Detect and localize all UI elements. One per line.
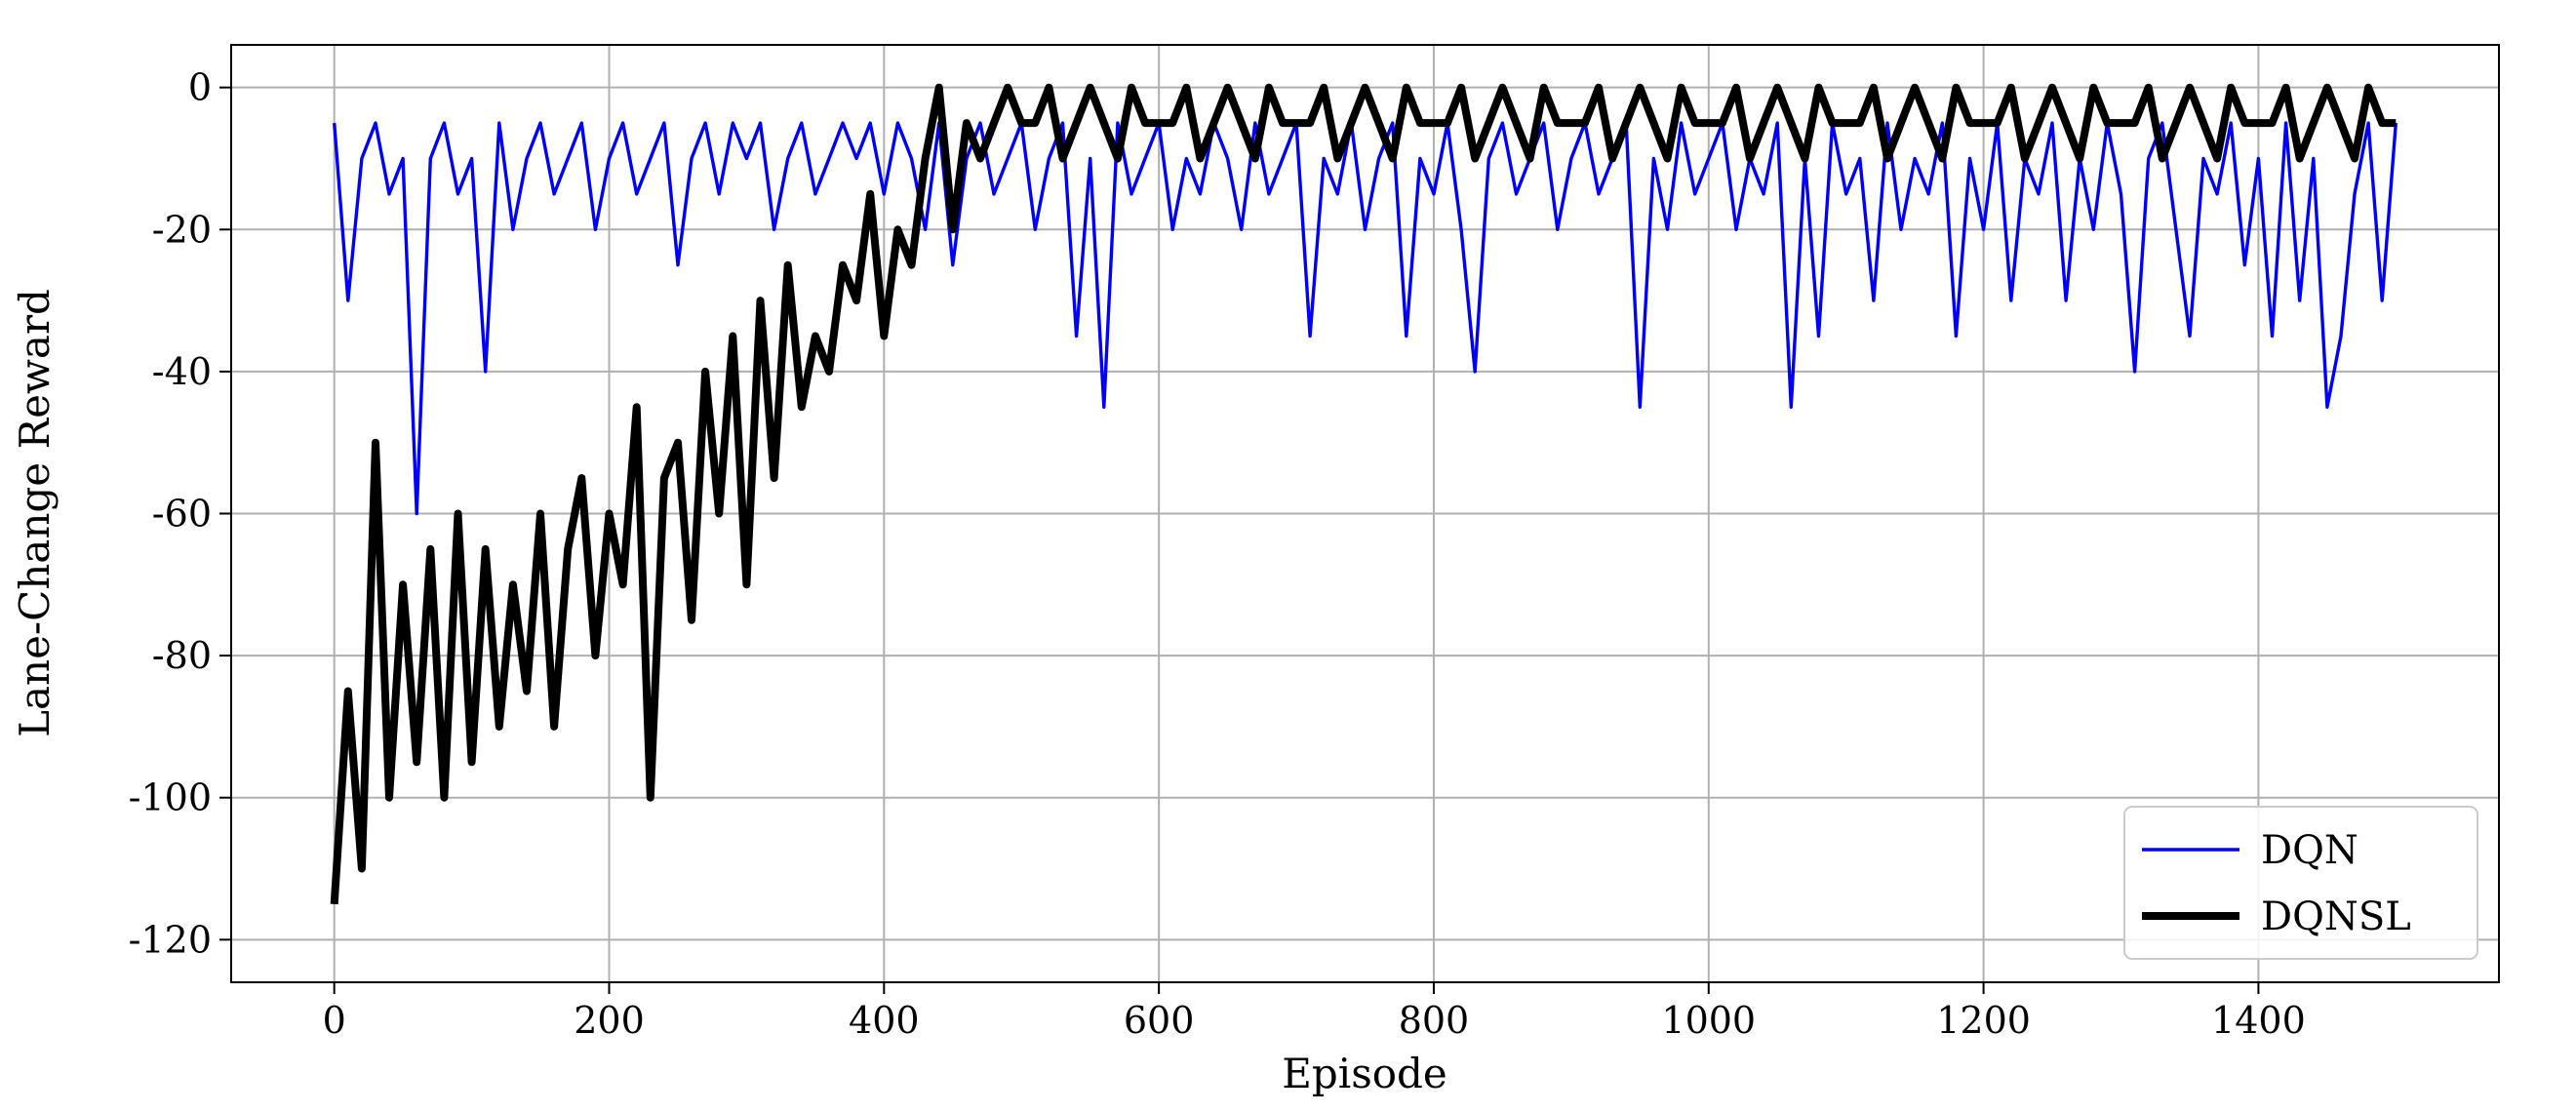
y-tick-label: -20 — [152, 208, 212, 251]
x-tick-label: 1400 — [2211, 999, 2306, 1042]
x-tick-label: 200 — [574, 999, 645, 1042]
y-tick-label: -60 — [152, 493, 212, 536]
y-tick-label: -100 — [129, 776, 212, 819]
x-tick-label: 0 — [323, 999, 346, 1042]
y-tick-label: -120 — [129, 918, 212, 961]
y-tick-label: 0 — [188, 66, 212, 109]
plot-frame — [230, 44, 2500, 983]
data-line — [330, 83, 2397, 905]
legend: DQN DQNSL — [2123, 806, 2478, 960]
legend-label: DQNSL — [2261, 894, 2411, 939]
x-tick-label: 600 — [1124, 999, 1195, 1042]
legend-label: DQN — [2261, 828, 2358, 873]
x-tick-label: 1200 — [1936, 999, 2031, 1042]
x-axis-label: Episode — [1282, 1050, 1447, 1097]
x-tick-label: 800 — [1399, 999, 1470, 1042]
data-line — [333, 121, 2398, 516]
y-tick-label: -80 — [152, 634, 212, 677]
y-tick-label: -40 — [152, 350, 212, 393]
x-tick-label: 400 — [849, 999, 920, 1042]
y-axis-label: Lane-Change Reward — [11, 289, 59, 737]
legend-box — [2123, 806, 2478, 960]
x-tick-label: 1000 — [1661, 999, 1756, 1042]
